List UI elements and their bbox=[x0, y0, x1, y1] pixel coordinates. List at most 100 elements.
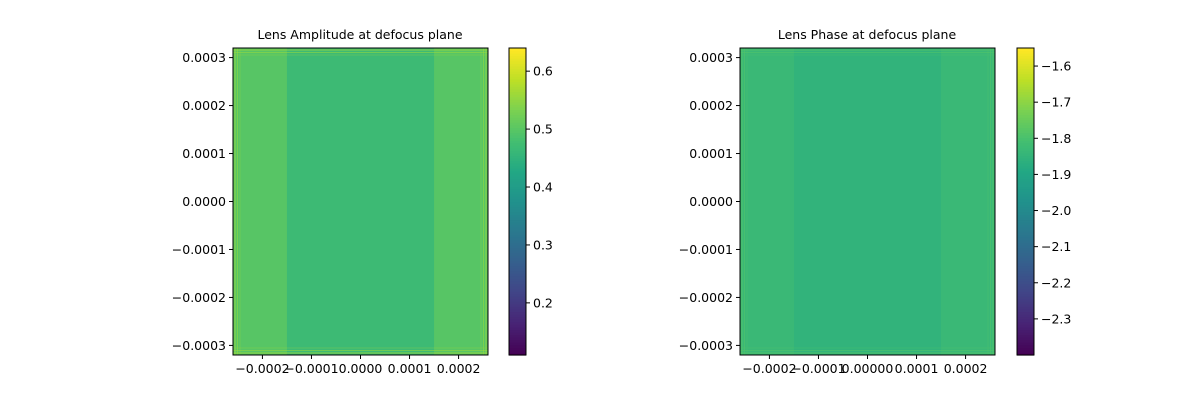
colorbar-gradient-step bbox=[509, 127, 526, 131]
heatmap-edge-fringe bbox=[480, 48, 482, 355]
colorbar-gradient-step bbox=[509, 58, 526, 62]
colorbar-gradient-step bbox=[1017, 127, 1034, 131]
phase-panel: Lens Phase at defocus plane −0.0002−0.00… bbox=[679, 27, 1072, 376]
colorbar-gradient-step bbox=[1017, 152, 1034, 157]
colorbar-gradient-step bbox=[1017, 219, 1034, 223]
colorbar-tick-label: 0.2 bbox=[533, 295, 553, 310]
colorbar-gradient-step bbox=[509, 331, 526, 336]
colorbar-gradient-step bbox=[509, 262, 526, 267]
colorbar-gradient-step bbox=[1017, 101, 1034, 105]
colorbar-gradient-step bbox=[509, 239, 526, 244]
colorbar-gradient-step bbox=[509, 298, 526, 302]
colorbar-gradient-step bbox=[509, 288, 526, 292]
colorbar-gradient-step bbox=[509, 250, 526, 254]
heatmap-edge-fringe bbox=[234, 48, 236, 355]
colorbar-gradient-step bbox=[509, 221, 526, 226]
heatmap-edge-fringe bbox=[237, 48, 238, 355]
colorbar-gradient-step bbox=[509, 209, 526, 213]
colorbar-gradient-step bbox=[1017, 145, 1034, 149]
colorbar-gradient-step bbox=[509, 170, 526, 174]
colorbar-gradient-step bbox=[1017, 257, 1034, 261]
colorbar-gradient-step bbox=[1017, 298, 1034, 302]
phase-heatmap bbox=[740, 48, 995, 355]
colorbar-gradient-step bbox=[1017, 65, 1034, 70]
colorbar-gradient-step bbox=[509, 63, 526, 67]
colorbar-gradient-step bbox=[1017, 142, 1034, 146]
colorbar-gradient-step bbox=[1017, 331, 1034, 336]
heatmap-edge-fringe bbox=[740, 54, 995, 56]
colorbar-gradient-step bbox=[509, 232, 526, 236]
colorbar-gradient-step bbox=[1017, 63, 1034, 67]
colorbar-gradient-step bbox=[1017, 278, 1034, 282]
colorbar-gradient-step bbox=[1017, 55, 1034, 59]
colorbar-gradient-step bbox=[509, 329, 526, 333]
colorbar-gradient-step bbox=[1017, 183, 1034, 187]
colorbar-gradient-step bbox=[509, 53, 526, 57]
colorbar-gradient-step bbox=[1017, 160, 1034, 164]
colorbar-gradient-step bbox=[1017, 91, 1034, 95]
x-tick-label: 0.00000 bbox=[842, 361, 894, 376]
colorbar-gradient-step bbox=[1017, 314, 1034, 318]
colorbar-gradient-step bbox=[1017, 86, 1034, 90]
colorbar-gradient-step bbox=[509, 114, 526, 118]
colorbar-gradient-step bbox=[1017, 352, 1034, 356]
colorbar-gradient-step bbox=[1017, 204, 1034, 208]
colorbar-gradient-step bbox=[509, 260, 526, 264]
colorbar-gradient-step bbox=[1017, 104, 1034, 108]
colorbar-gradient-step bbox=[1017, 68, 1034, 72]
colorbar-gradient-step bbox=[1017, 114, 1034, 118]
colorbar-gradient-step bbox=[1017, 170, 1034, 174]
colorbar-gradient-step bbox=[509, 150, 526, 154]
colorbar-gradient-step bbox=[509, 175, 526, 180]
colorbar-gradient-step bbox=[509, 191, 526, 195]
colorbar-gradient-step bbox=[1017, 73, 1034, 77]
colorbar-gradient-step bbox=[1017, 293, 1034, 297]
heatmap-edge-fringe bbox=[233, 54, 488, 56]
colorbar-gradient-step bbox=[1017, 321, 1034, 325]
colorbar-gradient-step bbox=[509, 257, 526, 261]
colorbar-gradient-step bbox=[509, 124, 526, 128]
colorbar-tick-label: −2.0 bbox=[1041, 203, 1071, 218]
y-tick-label: −0.0003 bbox=[679, 338, 733, 353]
amplitude-y-ticks: −0.0003 −0.0002 −0.0001 0.0000 0.0001 0.0002 0… bbox=[172, 50, 233, 353]
colorbar-gradient-step bbox=[1017, 83, 1034, 87]
colorbar-gradient-step bbox=[1017, 50, 1034, 54]
colorbar-gradient-step bbox=[1017, 211, 1034, 215]
y-tick-label: 0.0000 bbox=[689, 194, 733, 209]
colorbar-gradient-step bbox=[509, 224, 526, 228]
colorbar-gradient-step bbox=[1017, 324, 1034, 328]
heatmap-edge-fringe bbox=[746, 48, 748, 355]
colorbar-gradient-step bbox=[1017, 275, 1034, 279]
heatmap-edge-fringe bbox=[740, 49, 995, 51]
colorbar-gradient-step bbox=[1017, 242, 1034, 246]
colorbar-gradient-step bbox=[509, 265, 526, 269]
colorbar-gradient-step bbox=[1017, 344, 1034, 348]
colorbar-gradient-step bbox=[509, 163, 526, 167]
y-tick-label: −0.0003 bbox=[172, 338, 226, 353]
colorbar-gradient-step bbox=[509, 342, 526, 346]
colorbar-gradient-step bbox=[1017, 209, 1034, 213]
colorbar-gradient-step bbox=[509, 283, 526, 287]
heatmap-edge-fringe bbox=[987, 48, 989, 355]
colorbar-tick-label: 0.5 bbox=[533, 122, 553, 137]
colorbar-gradient-step bbox=[1017, 193, 1034, 197]
colorbar-gradient-step bbox=[1017, 227, 1034, 231]
colorbar-gradient-step bbox=[509, 280, 526, 284]
colorbar-gradient-step bbox=[1017, 150, 1034, 154]
colorbar-gradient-step bbox=[509, 270, 526, 274]
colorbar-gradient-step bbox=[509, 91, 526, 95]
heatmap-center-band bbox=[286, 48, 435, 355]
heatmap-edge-fringe bbox=[741, 48, 743, 355]
colorbar-gradient-step bbox=[509, 244, 526, 249]
amplitude-panel: Lens Amplitude at defocus plane −0.0002−… bbox=[172, 27, 553, 376]
colorbar-gradient-step bbox=[509, 227, 526, 231]
colorbar-gradient-step bbox=[509, 68, 526, 72]
y-tick-label: 0.0002 bbox=[182, 98, 226, 113]
colorbar-gradient-step bbox=[1017, 265, 1034, 269]
colorbar-gradient-step bbox=[1017, 224, 1034, 228]
colorbar-gradient-step bbox=[1017, 173, 1034, 177]
heatmap-edge-fringe bbox=[744, 48, 745, 355]
colorbar-gradient-step bbox=[509, 275, 526, 279]
